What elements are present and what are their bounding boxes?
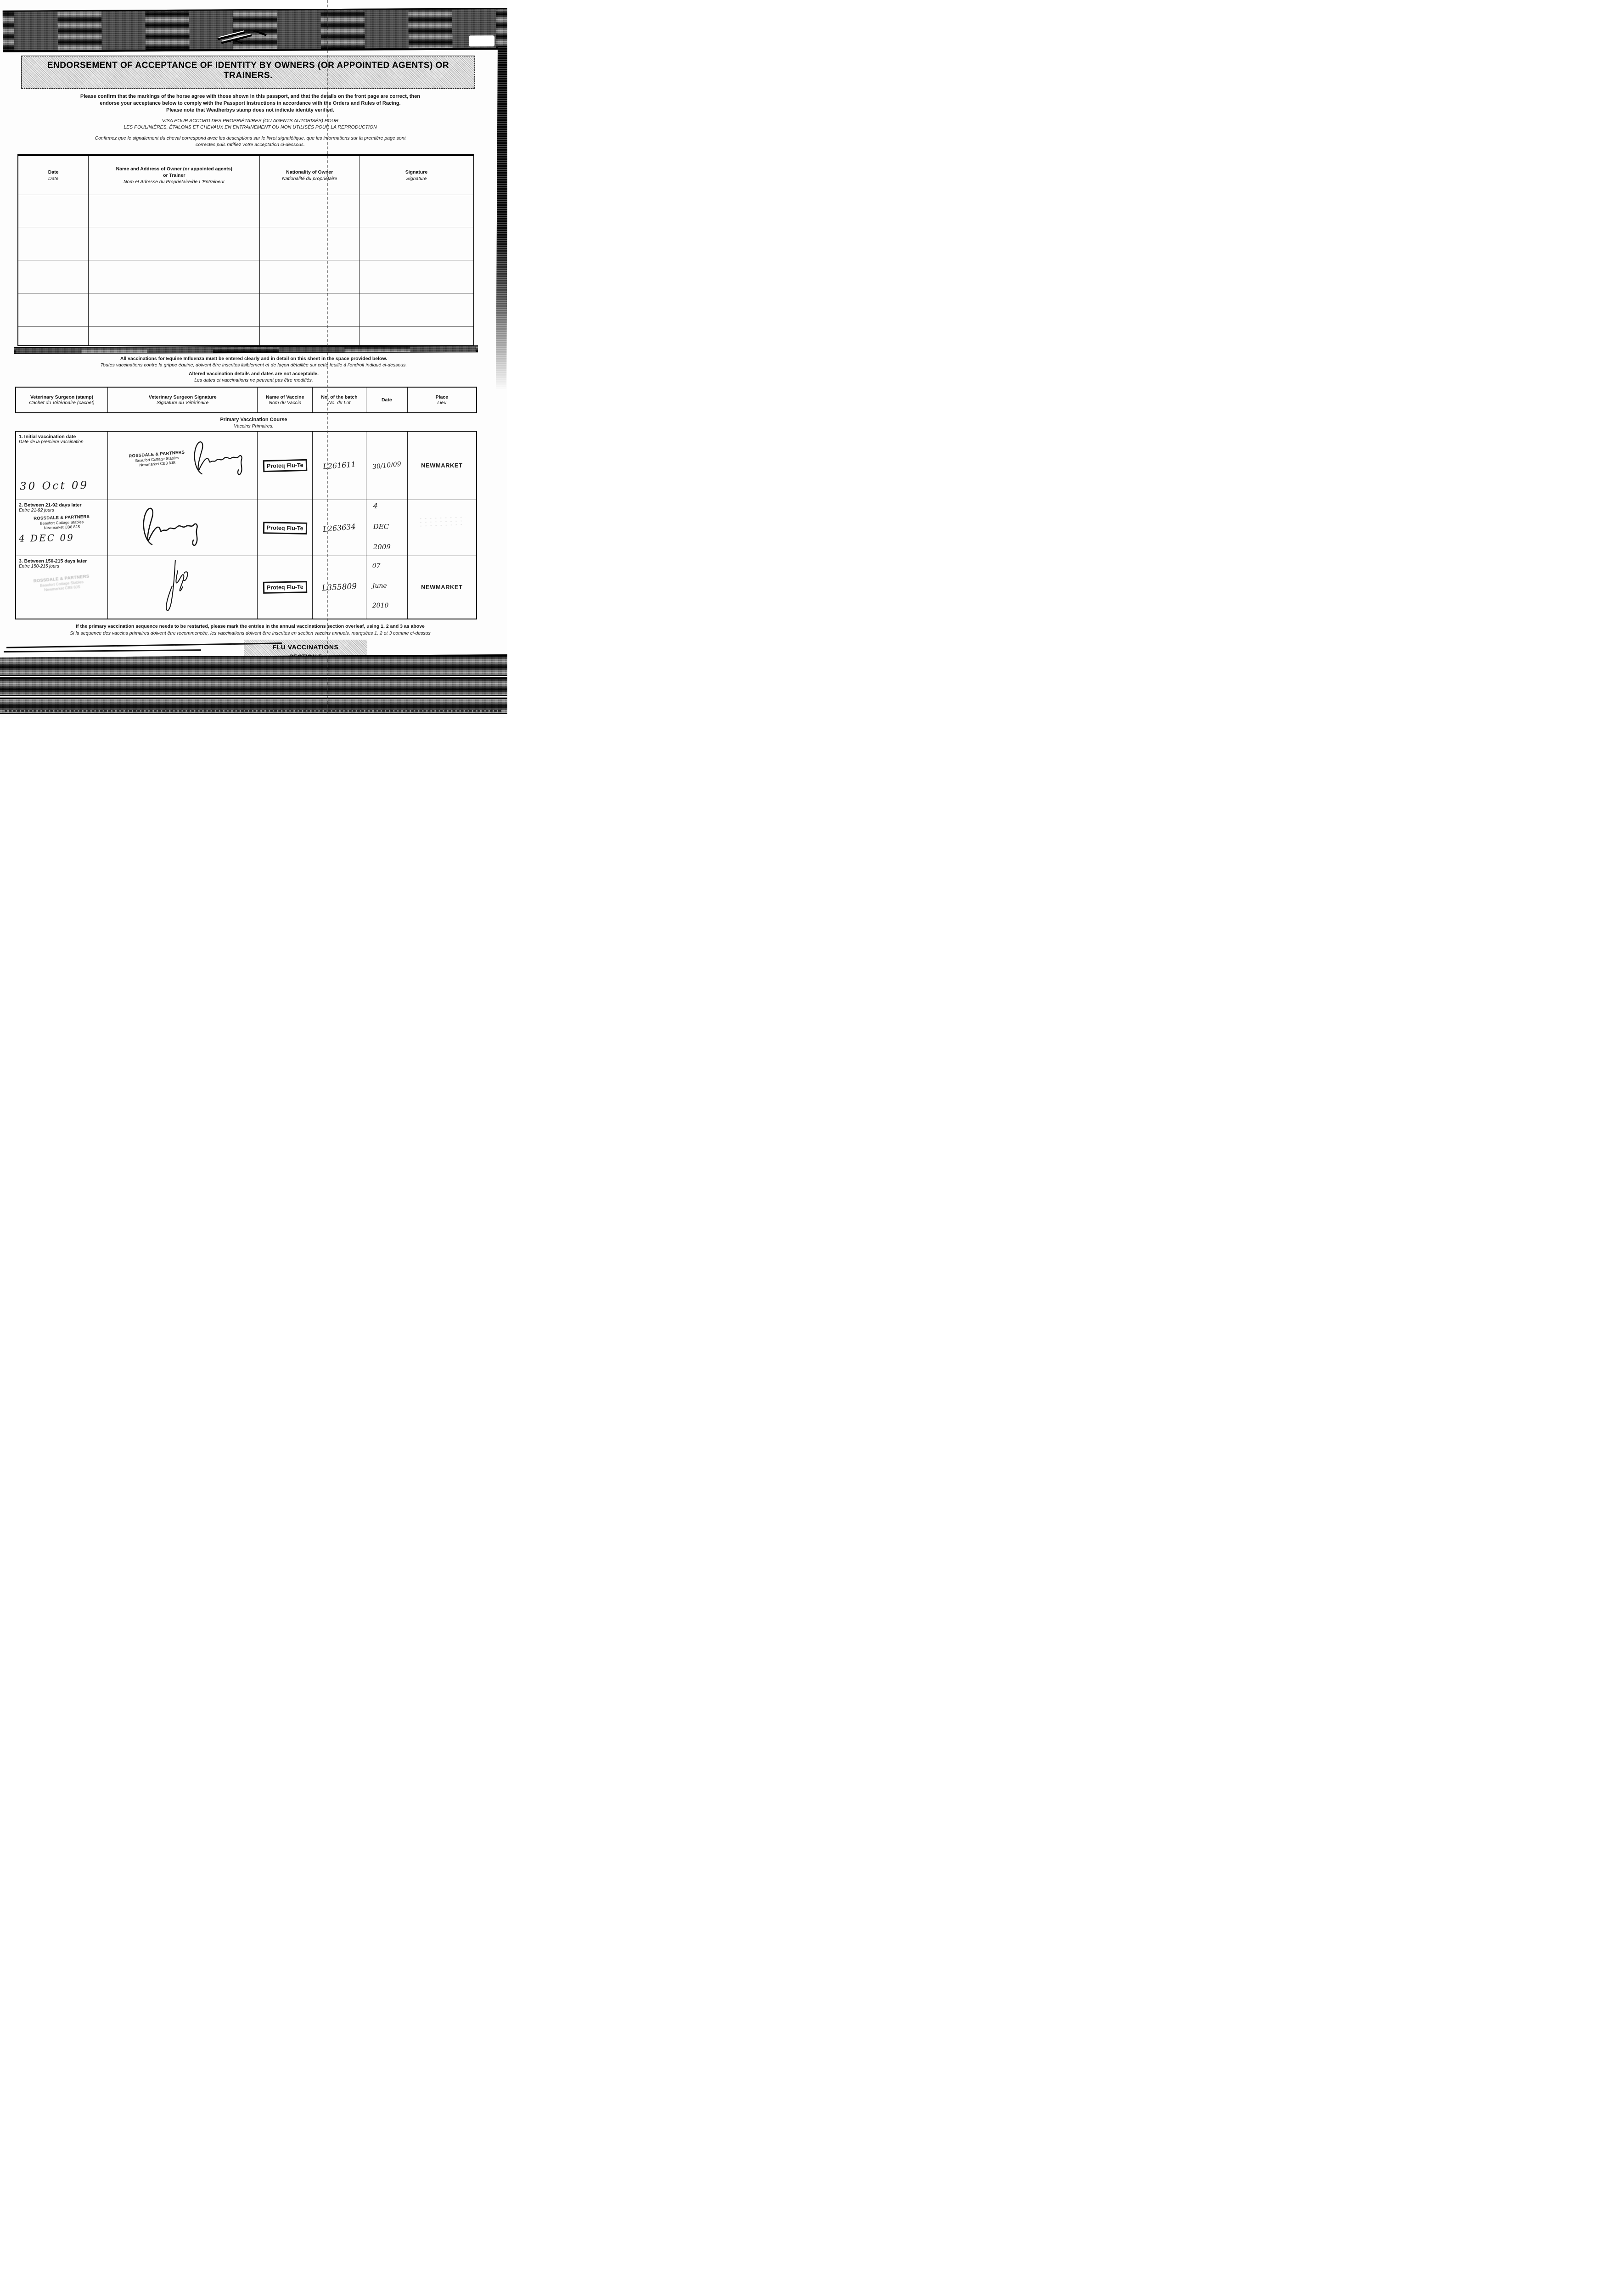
altered-note-fr: Les dates et vaccinations ne peuvent pas… bbox=[194, 377, 313, 383]
col-header-batch-no: No. of the batch No. du Lot bbox=[312, 387, 366, 413]
owner-table-empty-row bbox=[17, 260, 474, 293]
vet-signature-3 bbox=[166, 560, 188, 611]
instructions-fr-line4: correctes puis ratifiez votre acceptatio… bbox=[195, 142, 305, 147]
vaccination-2-label-cell: 2. Between 21-92 days later Entre 21-92 … bbox=[17, 501, 107, 545]
col-header-place: Place Lieu bbox=[407, 387, 477, 413]
instructions-fr-line3: Confirmez que le signalement du cheval c… bbox=[95, 135, 406, 141]
vaccine-stamp-2: Proteq Flu-Te bbox=[263, 521, 307, 535]
instructions-block: Please confirm that the markings of the … bbox=[18, 93, 482, 148]
vet-practice-stamp-2: ROSSDALE & PARTNERS Beaufort Cottage Sta… bbox=[33, 514, 90, 530]
batch-number-1: L261611 bbox=[322, 460, 356, 471]
vaccination-2-label-en: 2. Between 21-92 days later bbox=[19, 502, 82, 508]
owner-table-empty-row bbox=[17, 326, 474, 346]
title-banner: ENDORSEMENT OF ACCEPTANCE OF IDENTITY BY… bbox=[21, 56, 475, 89]
table-bottom-shading bbox=[13, 345, 478, 354]
primary-course-heading: Primary Vaccination Course Vaccins Prima… bbox=[0, 417, 507, 429]
instructions-fr-line1: VISA POUR ACCORD DES PROPRIÉTAIRES (OU A… bbox=[162, 118, 339, 124]
instructions-en-line3: Please note that Weatherbys stamp does n… bbox=[166, 107, 334, 113]
altered-note-en: Altered vaccination details and dates ar… bbox=[188, 371, 319, 377]
owner-table-empty-row bbox=[17, 227, 474, 260]
scan-noise-band-top bbox=[2, 8, 507, 52]
owner-table-empty-row bbox=[17, 195, 474, 227]
restart-note-en: If the primary vaccination sequence need… bbox=[76, 623, 425, 629]
scan-dashed-line-bottom bbox=[5, 710, 501, 712]
col-header-vet-stamp: Veterinary Surgeon (stamp) Cachet du Vét… bbox=[15, 387, 108, 413]
col-header-owner-name: Name and Address of Owner (or appointed … bbox=[88, 155, 260, 195]
vaccination-1-label-cell: 1. Initial vaccination date Date de la p… bbox=[17, 432, 107, 497]
note-en: All vaccinations for Equine Influenza mu… bbox=[120, 355, 387, 361]
instructions-en-line1: Please confirm that the markings of the … bbox=[80, 94, 421, 99]
vaccine-stamp-3: Proteq Flu-Te bbox=[263, 580, 307, 594]
page-title: ENDORSEMENT OF ACCEPTANCE OF IDENTITY BY… bbox=[47, 61, 449, 80]
col-header-date: Date Date bbox=[17, 155, 89, 195]
owner-table-empty-row bbox=[17, 293, 474, 326]
vaccination-date-1: 30/10/09 bbox=[372, 460, 402, 471]
vet-signature-1 bbox=[194, 441, 242, 475]
handwritten-entry-date-1: 30 Oct 09 bbox=[19, 479, 89, 493]
vaccination-row-1: 1. Initial vaccination date Date de la p… bbox=[15, 431, 477, 500]
scan-noise-band-bottom bbox=[0, 654, 507, 714]
vaccination-3-label-fr: Entre 150-215 jours bbox=[19, 564, 59, 569]
vaccination-3-label-en: 3. Between 150-215 days later bbox=[19, 558, 87, 564]
primary-course-title-fr: Vaccins Primaires. bbox=[234, 423, 274, 429]
pen-scribble-mark bbox=[217, 30, 267, 45]
vaccination-1-label-fr: Date de la premiere vaccination bbox=[19, 439, 84, 445]
vaccination-date-3: 07 June 2010 bbox=[372, 563, 389, 609]
vaccination-row-3: 3. Between 150-215 days later Entre 150-… bbox=[15, 556, 477, 619]
restart-note-fr: Si la sequence des vaccins primaires doi… bbox=[70, 630, 431, 636]
owner-endorsement-table: Date Date Name and Address of Owner (or … bbox=[17, 154, 474, 346]
vaccination-3-label-cell: 3. Between 150-215 days later Entre 150-… bbox=[17, 557, 107, 592]
col-header-vet-signature: Veterinary Surgeon Signature Signature d… bbox=[107, 387, 258, 413]
col-header-nationality: Nationality of Owner Nationalité du prop… bbox=[259, 155, 359, 195]
vaccine-stamp-1: Proteq Flu-Te bbox=[263, 459, 307, 472]
faded-place-stamp-2 bbox=[418, 515, 466, 528]
vet-practice-stamp-3: ROSSDALE & PARTNERS Beaufort Cottage Sta… bbox=[33, 574, 90, 592]
col-header-vaccine-name: Name of Vaccine Nom du Vaccin bbox=[257, 387, 313, 413]
vaccination-1-label-en: 1. Initial vaccination date bbox=[19, 433, 76, 439]
batch-number-3: L355809 bbox=[321, 581, 357, 593]
vaccination-header-row: Veterinary Surgeon (stamp) Cachet du Vét… bbox=[15, 387, 477, 413]
vet-signature-2 bbox=[143, 507, 198, 546]
col-header-date: Date bbox=[365, 387, 408, 413]
vaccination-notes: All vaccinations for Equine Influenza mu… bbox=[0, 356, 507, 383]
restart-note: If the primary vaccination sequence need… bbox=[14, 624, 487, 636]
note-fr: Toutes vaccinations contre la grippe équ… bbox=[100, 362, 407, 368]
vaccination-2-label-fr: Entre 21-92 jours bbox=[19, 508, 54, 513]
vaccination-table-header: Veterinary Surgeon (stamp) Cachet du Vét… bbox=[15, 386, 477, 413]
instructions-fr-line2: LES POULINIÈRES, ÉTALONS ET CHEVAUX EN E… bbox=[124, 124, 377, 130]
batch-number-2: L263634 bbox=[322, 522, 356, 534]
scanned-passport-page: ENDORSEMENT OF ACCEPTANCE OF IDENTITY BY… bbox=[0, 0, 507, 718]
vaccination-table-rows: 1. Initial vaccination date Date de la p… bbox=[15, 430, 477, 619]
place-stamp-1: NEWMARKET bbox=[421, 461, 463, 469]
vaccination-row-2: 2. Between 21-92 days later Entre 21-92 … bbox=[15, 500, 477, 556]
handwritten-entry-date-2: 4 DEC 09 bbox=[18, 532, 75, 544]
vet-practice-stamp-1: ROSSDALE & PARTNERS Beaufort Cottage Sta… bbox=[128, 450, 185, 467]
primary-course-title-en: Primary Vaccination Course bbox=[220, 416, 287, 422]
owner-table-header-row: Date Date Name and Address of Owner (or … bbox=[17, 155, 474, 195]
section-box-line1: FLU VACCINATIONS bbox=[272, 643, 339, 651]
col-header-signature: Signature Signature bbox=[359, 155, 474, 195]
instructions-en-line2: endorse your acceptance below to comply … bbox=[100, 101, 401, 106]
vaccination-date-2: 4 DEC 2009 bbox=[373, 501, 391, 551]
place-stamp-3: NEWMARKET bbox=[421, 583, 463, 591]
